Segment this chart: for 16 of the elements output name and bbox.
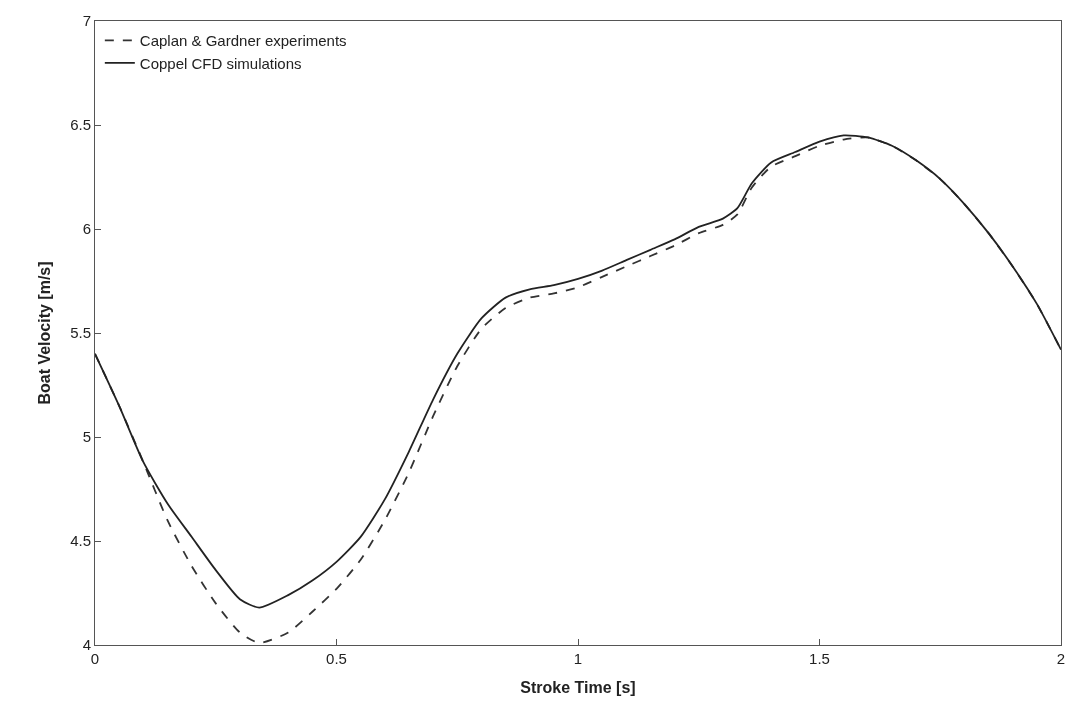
y-tick-label: 5.5	[70, 324, 91, 342]
x-axis-title: Stroke Time [s]	[520, 678, 636, 696]
y-tick-label: 5	[82, 428, 91, 446]
x-tick-label: 1.5	[809, 650, 830, 667]
y-tick-label: 4.5	[70, 532, 91, 550]
legend-label: Coppel CFD simulations	[139, 54, 302, 72]
x-tick-label: 2	[1056, 650, 1066, 667]
y-tick-label: 4	[82, 636, 91, 654]
x-tick-label: 1	[573, 650, 583, 667]
x-tick-label: 0.5	[326, 650, 347, 667]
y-axis-title: Boat Velocity [m/s]	[36, 261, 54, 405]
legend-label: Caplan & Gardner experiments	[139, 32, 347, 50]
y-tick-label: 7	[82, 12, 91, 30]
y-tick-label: 6	[82, 220, 91, 238]
y-tick-label: 6.5	[70, 116, 91, 134]
x-tick-label: 0	[90, 650, 100, 667]
